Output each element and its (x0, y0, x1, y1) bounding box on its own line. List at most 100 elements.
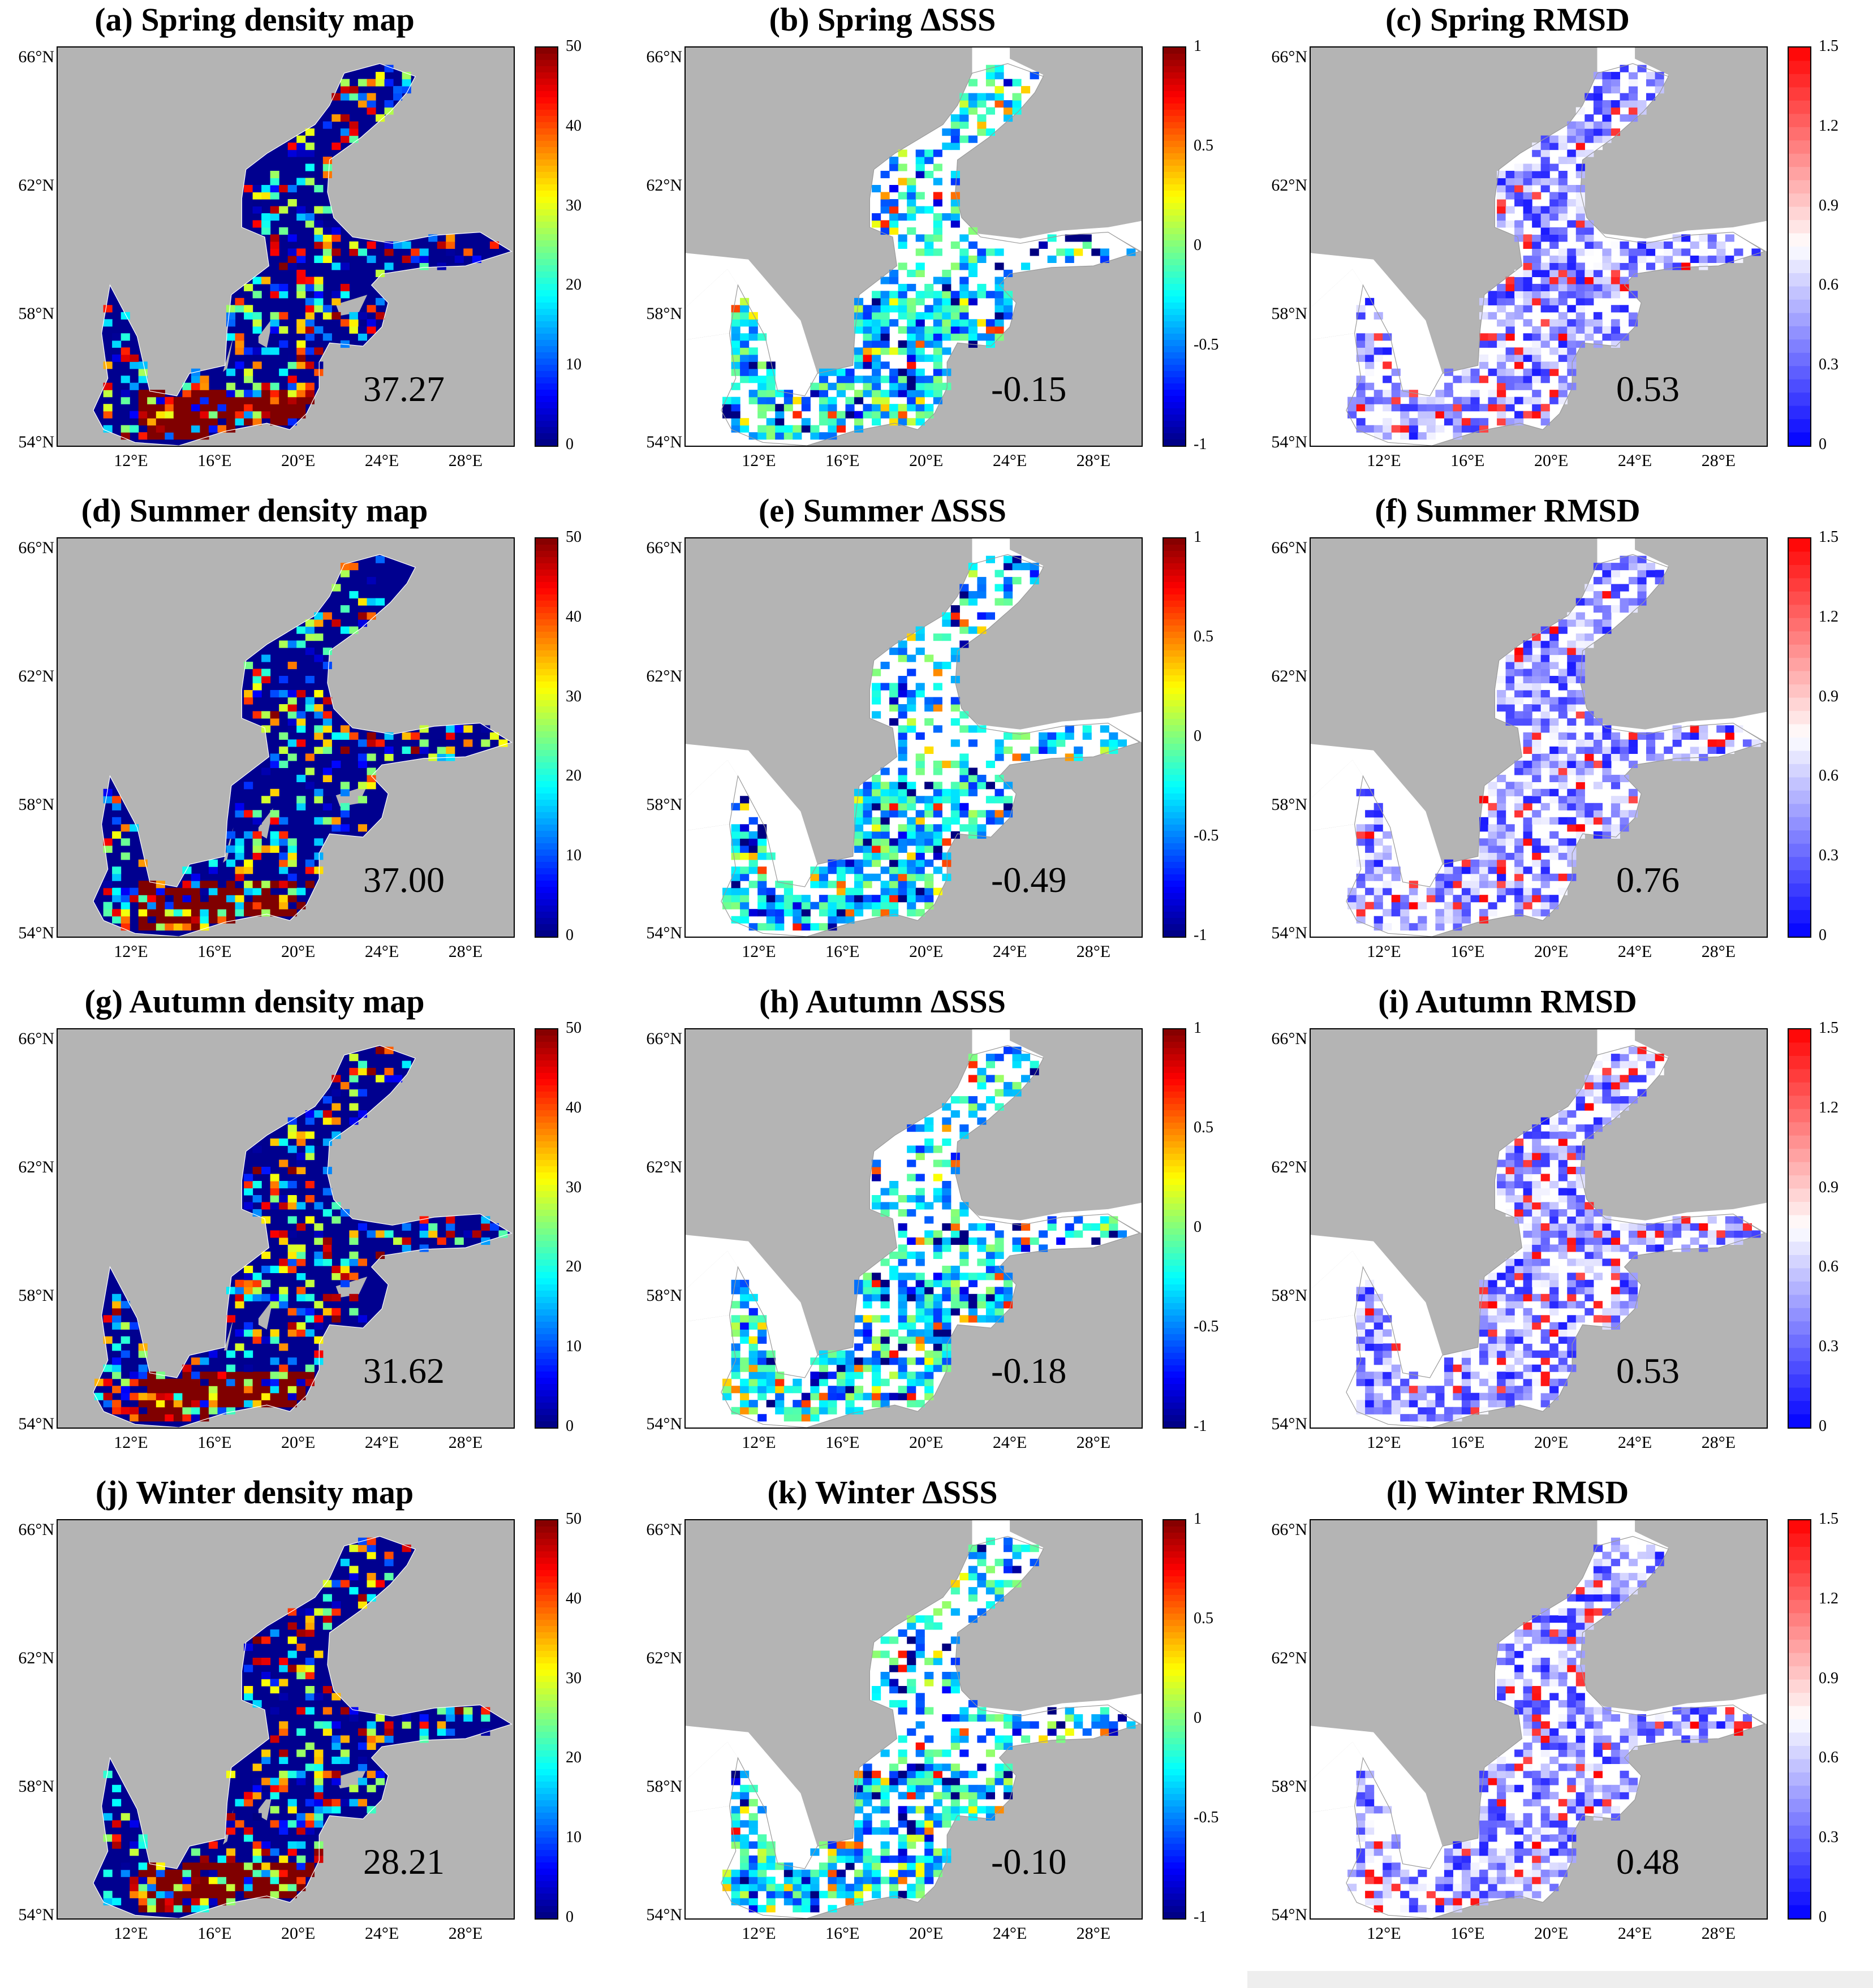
grid-cell (1540, 640, 1550, 648)
grid-cell (1444, 887, 1453, 895)
grid-cell (279, 1664, 289, 1672)
grid-cell (235, 347, 244, 355)
grid-cell (959, 1301, 969, 1309)
grid-cell (977, 1273, 987, 1280)
grid-cell (340, 626, 350, 634)
grid-cell (1012, 1060, 1022, 1068)
grid-cell (244, 1792, 253, 1800)
grid-cell (950, 796, 960, 804)
grid-cell (279, 831, 289, 839)
grid-cell (138, 1414, 148, 1422)
grid-cell (740, 1400, 750, 1408)
grid-cell (968, 739, 978, 747)
grid-cell (103, 1891, 113, 1899)
grid-cell (915, 626, 925, 634)
grid-cell (942, 633, 951, 641)
grid-cell (757, 909, 767, 917)
mean-value: 31.62 (363, 1351, 445, 1391)
grid-cell (889, 1265, 899, 1273)
grid-cell (305, 305, 315, 313)
grid-cell (880, 1279, 890, 1287)
grid-cell (138, 923, 148, 931)
grid-cell (331, 584, 341, 592)
grid-cell (358, 326, 367, 334)
grid-cell (1383, 1372, 1392, 1379)
grid-cell (165, 1877, 174, 1884)
grid-cell (757, 881, 767, 889)
grid-cell (191, 895, 200, 903)
grid-cell (481, 1216, 490, 1224)
grid-cell (1584, 1244, 1594, 1252)
grid-cell (261, 1378, 271, 1386)
grid-cell (845, 1357, 855, 1365)
grid-cell (1567, 1279, 1577, 1287)
grid-cell (1567, 1153, 1577, 1161)
grid-cell (1356, 1308, 1366, 1316)
grid-cell (1549, 1343, 1559, 1351)
grid-cell (226, 859, 236, 867)
grid-cell (1470, 866, 1480, 874)
grid-cell (296, 248, 306, 256)
grid-cell (915, 312, 925, 320)
grid-cell (1716, 255, 1726, 263)
grid-cell (261, 220, 271, 228)
grid-cell (1497, 305, 1506, 313)
grid-cell (1629, 64, 1638, 72)
grid-cell (828, 1407, 837, 1415)
grid-cell (924, 1145, 934, 1153)
grid-cell (1488, 390, 1497, 398)
grid-cell (1532, 234, 1542, 242)
map-panel: (j) Winter density map 66°N 62°N 58°N 54°N 12… (0, 1473, 617, 1964)
grid-cell (244, 1378, 253, 1386)
grid-cell (1742, 739, 1752, 747)
grid-cell (924, 241, 934, 249)
grid-cell (872, 404, 881, 412)
grid-cell (898, 810, 907, 818)
grid-cell (270, 326, 279, 334)
grid-cell (1584, 1082, 1594, 1090)
grid-cell (907, 1869, 916, 1877)
grid-cell (1575, 277, 1585, 284)
grid-cell (977, 1806, 987, 1814)
grid-cell (950, 291, 960, 299)
grid-cell (950, 1799, 960, 1806)
grid-cell (924, 831, 934, 839)
grid-cell (138, 881, 148, 889)
grid-cell (252, 669, 262, 676)
grid-cell (1646, 1237, 1656, 1245)
grid-cell (402, 255, 411, 263)
grid-cell (854, 396, 864, 404)
latitude-label: 54°N (646, 433, 682, 452)
grid-cell (854, 1372, 864, 1379)
grid-cell (1505, 1315, 1515, 1323)
grid-cell (942, 873, 951, 881)
grid-cell (889, 1350, 899, 1358)
grid-cell (322, 746, 332, 754)
grid-cell (358, 100, 367, 108)
grid-cell (1567, 697, 1577, 705)
grid-cell (1532, 376, 1542, 383)
grid-cell (261, 1862, 271, 1870)
grid-cell (1497, 368, 1506, 376)
grid-cell (1470, 1392, 1480, 1400)
colorbar-tick-label: 1 (1194, 37, 1202, 55)
grid-cell (748, 881, 758, 889)
grid-cell (1558, 1131, 1568, 1139)
grid-cell (1523, 1392, 1532, 1400)
grid-cell (270, 1784, 279, 1792)
grid-cell (933, 866, 942, 874)
grid-cell (1056, 739, 1066, 747)
grid-cell (1549, 788, 1559, 796)
grid-cell (261, 1869, 271, 1877)
grid-cell (1540, 411, 1550, 419)
grid-cell (933, 1848, 942, 1856)
grid-cell (977, 128, 987, 136)
grid-cell (1540, 157, 1550, 165)
grid-cell (244, 1392, 253, 1400)
grid-cell (103, 902, 113, 909)
grid-cell (1620, 1244, 1629, 1252)
grid-cell (322, 206, 332, 214)
grid-cell (279, 1139, 289, 1146)
grid-cell (1012, 1237, 1022, 1245)
grid-cell (845, 1378, 855, 1386)
